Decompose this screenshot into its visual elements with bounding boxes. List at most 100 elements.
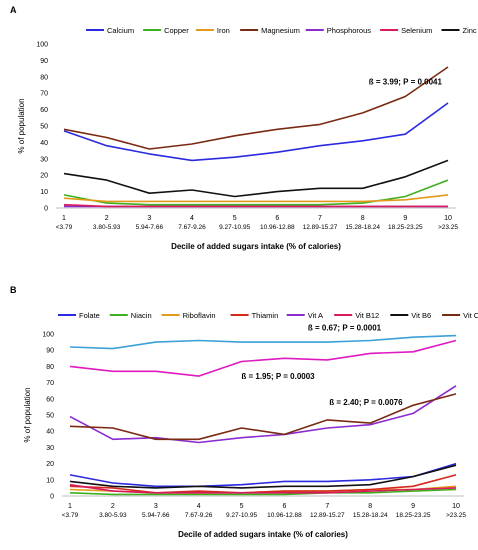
x-tick-sublabel: 12.89-15.27 xyxy=(310,512,345,519)
x-tick-sublabel: 15.28-18.24 xyxy=(345,224,380,231)
legend-item: Phosphorous xyxy=(305,26,371,35)
y-tick-label: 40 xyxy=(40,140,48,147)
y-tick-label: 100 xyxy=(36,42,48,49)
x-tick-label: 2 xyxy=(105,215,109,222)
x-tick-label: 3 xyxy=(147,215,151,222)
legend: Folate Niacin Riboflavin Thiamin Vit A Vit B1… xyxy=(58,311,478,320)
y-tick-label: 40 xyxy=(46,429,54,436)
x-tick-label: 2 xyxy=(111,503,115,510)
panel-label: A xyxy=(10,5,17,15)
series-line-vit-b12 xyxy=(69,483,457,494)
series-line-thiamin xyxy=(69,474,457,494)
legend-label: Vit C xyxy=(463,311,478,320)
x-tick-sublabel: 7.67-9.26 xyxy=(178,224,206,231)
legend-label: Folate xyxy=(79,311,100,320)
legend-item: Vit B12 xyxy=(334,311,379,320)
legend-item: Folate xyxy=(58,311,100,320)
legend-item: Selenium xyxy=(380,26,432,35)
x-tick-label: 7 xyxy=(318,215,322,222)
legend-label: Iron xyxy=(217,26,230,35)
legend: Calcium Copper Iron Magnesium Phosphorous Sel… xyxy=(86,26,477,35)
y-tick-label: 70 xyxy=(40,91,48,98)
x-tick-sublabel: 9.27-10.95 xyxy=(226,512,257,519)
x-tick-label: 4 xyxy=(197,503,201,510)
chart-panel-b: B Folate Niacin Riboflavin Thiamin Vit A Vit B… xyxy=(0,275,478,550)
x-tick-label: 8 xyxy=(361,215,365,222)
x-tick-sublabel: 12.89-15.27 xyxy=(303,224,338,231)
y-tick-label: 90 xyxy=(40,58,48,65)
x-tick-sublabel: >23.25 xyxy=(438,224,458,231)
x-tick-label: 10 xyxy=(452,503,460,510)
x-tick-sublabel: 10.96-12.88 xyxy=(267,512,302,519)
legend-label: Calcium xyxy=(107,26,134,35)
legend-item: Vit A xyxy=(286,311,323,320)
y-axis-title: % of population xyxy=(17,98,26,153)
y-tick-label: 50 xyxy=(40,124,48,131)
legend-label: Niacin xyxy=(131,311,152,320)
stat-annotation: ß = 3.99; P = 0.0041 xyxy=(369,78,443,87)
stat-annotation: ß = 2.40; P = 0.0076 xyxy=(329,398,403,407)
x-tick-label: 4 xyxy=(190,215,194,222)
legend-item: Magnesium xyxy=(240,26,300,35)
series-line-zinc xyxy=(63,159,449,198)
y-tick-label: 60 xyxy=(46,396,54,403)
y-tick-label: 80 xyxy=(40,74,48,81)
y-tick-label: 30 xyxy=(40,156,48,163)
x-tick-sublabel: <3.79 xyxy=(56,224,73,231)
x-tick-sublabel: 3.80-5.93 xyxy=(99,512,127,519)
x-tick-label: 5 xyxy=(240,503,244,510)
legend-label: Vit B6 xyxy=(411,311,431,320)
y-tick-label: 0 xyxy=(44,206,48,213)
series-line-niacin xyxy=(69,488,457,496)
x-tick-label: 8 xyxy=(368,503,372,510)
y-tick-label: 60 xyxy=(40,107,48,114)
line-chart-minerals: A Calcium Copper Iron Magnesium Phosphorous Se… xyxy=(10,5,477,251)
x-tick-label: 1 xyxy=(68,503,72,510)
legend-label: Vit B12 xyxy=(355,311,379,320)
x-axis-title: Decile of added sugars intake (% of calo… xyxy=(178,530,348,539)
series-line-magnesium xyxy=(63,66,449,150)
x-tick-sublabel: 18.25-23.25 xyxy=(388,224,423,231)
series-line-vit-e xyxy=(69,339,457,377)
panel-label: B xyxy=(10,285,17,295)
x-tick-label: 5 xyxy=(233,215,237,222)
x-tick-sublabel: 7.67-9.26 xyxy=(185,512,213,519)
x-tick-sublabel: 10.96-12.88 xyxy=(260,224,295,231)
x-tick-label: 1 xyxy=(62,215,66,222)
x-tick-label: 7 xyxy=(325,503,329,510)
legend-item: Riboflavin xyxy=(161,311,216,320)
legend-item: Copper xyxy=(143,26,189,35)
x-tick-sublabel: 3.80-5.93 xyxy=(93,224,121,231)
line-chart-vitamins: B Folate Niacin Riboflavin Thiamin Vit A Vit B… xyxy=(10,285,478,539)
legend-label: Copper xyxy=(164,26,189,35)
y-tick-label: 20 xyxy=(46,461,54,468)
x-tick-label: 6 xyxy=(282,503,286,510)
series-line-vit-b6 xyxy=(69,464,457,489)
legend-item: Iron xyxy=(195,26,230,35)
legend-label: Selenium xyxy=(401,26,432,35)
chart-panel-a: A Calcium Copper Iron Magnesium Phosphorous Se… xyxy=(10,5,477,251)
x-tick-label: 9 xyxy=(403,215,407,222)
y-tick-label: 30 xyxy=(46,445,54,452)
y-axis-title: % of population xyxy=(23,387,32,442)
legend-label: Zinc xyxy=(463,26,477,35)
x-tick-sublabel: 5.94-7.66 xyxy=(136,224,164,231)
legend-item: Niacin xyxy=(109,311,152,320)
x-tick-sublabel: <3.79 xyxy=(62,512,79,519)
y-tick-label: 90 xyxy=(46,348,54,355)
series-line-iron xyxy=(63,194,449,203)
series-line-folate xyxy=(69,462,457,488)
x-tick-sublabel: >23.25 xyxy=(446,512,466,519)
legend-label: Phosphorous xyxy=(327,26,371,35)
legend-label: Magnesium xyxy=(261,26,300,35)
x-tick-sublabel: 15.28-18.24 xyxy=(353,512,388,519)
x-tick-sublabel: 18.25-23.25 xyxy=(396,512,431,519)
y-tick-label: 80 xyxy=(46,364,54,371)
x-tick-sublabel: 9.27-10.95 xyxy=(219,224,250,231)
legend-item: Thiamin xyxy=(230,311,278,320)
y-tick-label: 50 xyxy=(46,413,54,420)
series-line-calcium xyxy=(63,102,449,162)
y-tick-label: 10 xyxy=(46,477,54,484)
x-tick-sublabel: 5.94-7.66 xyxy=(142,512,170,519)
series-line-selenium xyxy=(63,203,448,208)
